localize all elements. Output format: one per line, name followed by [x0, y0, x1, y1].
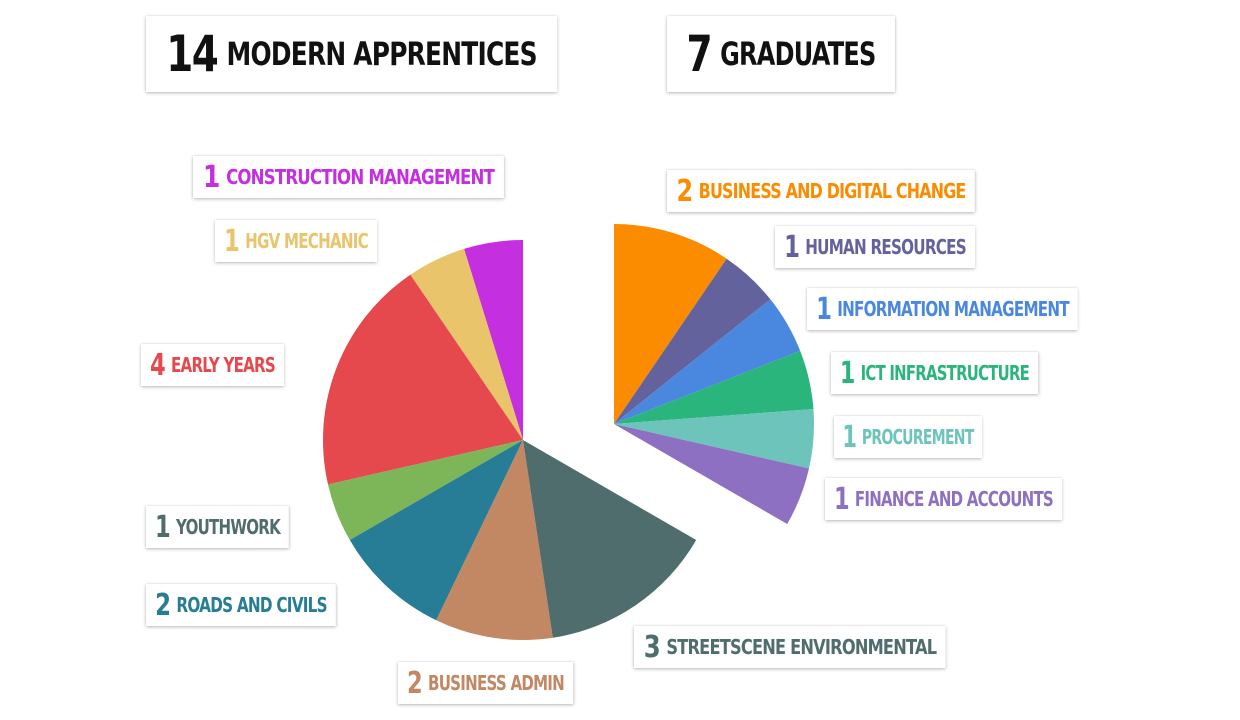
category-label: Roads and Civils: [176, 593, 327, 617]
slice-business-and-digital-change: [614, 224, 727, 424]
value-label: 1: [224, 223, 240, 259]
category-label: Information Management: [837, 297, 1069, 321]
value-label: 1: [202, 159, 220, 195]
label-human-resources: 1 Human Resources: [775, 226, 975, 268]
slice-youthwork: [328, 440, 523, 540]
graduate-pie: [614, 224, 815, 524]
value-label: 4: [150, 347, 166, 383]
value-label: 1: [784, 229, 800, 265]
apprentices-header: 14 Modern Apprentices: [146, 16, 557, 92]
slice-information-management: [614, 299, 801, 424]
value-label: 2: [407, 665, 423, 701]
value-label: 3: [643, 629, 661, 665]
value-label: 1: [834, 481, 850, 517]
label-business-admin: 2 Business Admin: [398, 662, 573, 704]
label-ict-infrastructure: 1 ICT Infrastructure: [831, 352, 1038, 394]
label-youthwork: 1 Youthwork: [146, 506, 289, 548]
category-label: Finance and Accounts: [854, 487, 1054, 511]
label-information-management: 1 Information Management: [807, 288, 1078, 330]
category-label: ICT Infrastructure: [860, 361, 1030, 385]
label-business-and-digital-change: 2 Business and Digital Change: [667, 170, 975, 212]
slice-finance-and-accounts: [614, 424, 809, 524]
value-label: 1: [155, 509, 171, 545]
category-label: Early Years: [171, 353, 276, 377]
label-hgv-mechanic: 1 HGV Mechanic: [215, 220, 377, 262]
value-label: 2: [676, 173, 694, 209]
slice-ict-infrastructure: [614, 350, 814, 424]
label-construction-management: 1 Construction Management: [193, 156, 504, 198]
label-procurement: 1 Procurement: [834, 416, 982, 458]
apprentices-title: Modern Apprentices: [226, 35, 538, 73]
category-label: Procurement: [861, 425, 974, 449]
value-label: 1: [816, 291, 832, 327]
slice-roads-and-civils: [349, 440, 523, 621]
graduates-title: Graduates: [720, 35, 876, 73]
slice-business-admin: [436, 440, 553, 641]
graduates-count: 7: [686, 25, 712, 83]
slice-early-years: [322, 274, 523, 485]
label-streetscene-environmental: 3 Streetscene Environmental: [634, 626, 946, 668]
slice-construction-management: [464, 240, 523, 440]
category-label: Streetscene Environmental: [666, 635, 937, 659]
apprentices-count: 14: [166, 25, 219, 83]
slice-hgv-mechanic: [410, 248, 523, 440]
label-early-years: 4 Early Years: [141, 344, 284, 386]
slice-human-resources: [614, 258, 771, 424]
category-label: Business Admin: [427, 671, 565, 695]
slice-streetscene-environmental: [523, 440, 697, 638]
label-finance-and-accounts: 1 Finance and Accounts: [825, 478, 1062, 520]
value-label: 1: [839, 355, 856, 391]
apprentice-pie: [322, 240, 697, 641]
value-label: 1: [842, 419, 857, 455]
slice-procurement: [614, 409, 815, 469]
category-label: Youthwork: [175, 515, 281, 539]
graduates-header: 7 Graduates: [667, 16, 895, 92]
value-label: 2: [155, 587, 171, 623]
category-label: Construction Management: [226, 165, 495, 189]
label-roads-and-civils: 2 Roads and Civils: [146, 584, 336, 626]
category-label: Business and Digital Change: [698, 179, 967, 203]
category-label: HGV Mechanic: [245, 229, 369, 253]
category-label: Human Resources: [805, 235, 966, 259]
